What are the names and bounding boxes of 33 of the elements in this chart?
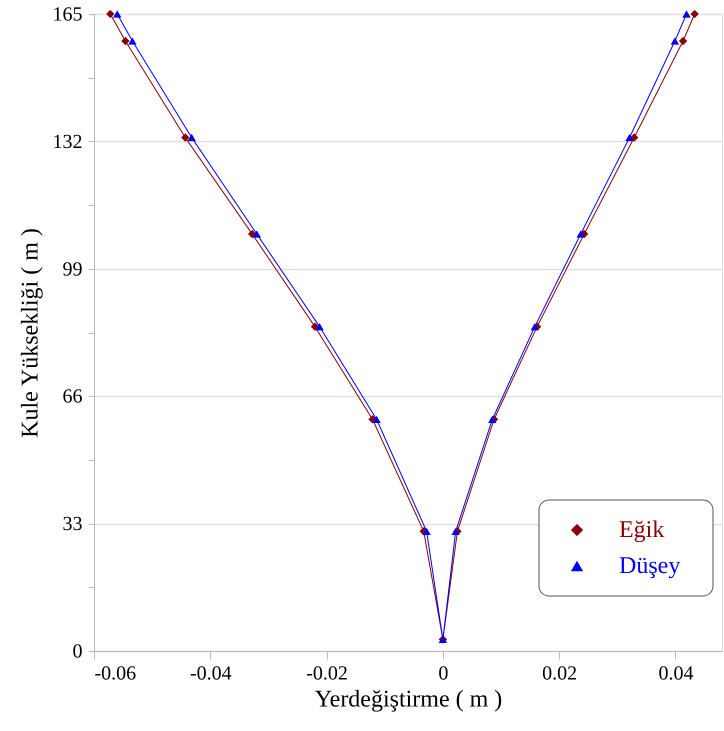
point [188, 134, 196, 142]
point [670, 37, 680, 45]
point [682, 10, 691, 18]
legend-label: Düşey [619, 553, 680, 579]
point [372, 416, 381, 423]
x-axis-title: Yerdeğiştirme ( m ) [314, 686, 502, 712]
point [422, 528, 431, 535]
x-tick-label: -0.04 [190, 662, 232, 684]
y-tick-label: 132 [52, 130, 82, 153]
x-tick-label: -0.02 [306, 662, 348, 684]
y-tick-label: 165 [52, 4, 82, 26]
point [625, 134, 634, 142]
point [252, 230, 261, 238]
point [690, 10, 699, 18]
point [181, 133, 190, 142]
point [106, 10, 114, 18]
y-tick-label: 99 [62, 258, 82, 280]
x-tick-label: -0.06 [94, 662, 136, 684]
point [113, 10, 122, 18]
point [315, 323, 324, 330]
legend-label: Eğik [619, 517, 664, 543]
point [121, 36, 130, 46]
x-tick-label: 0 [438, 662, 448, 684]
y-tick-label: 0 [72, 640, 82, 662]
point [530, 323, 539, 330]
y-tick-label: 33 [62, 513, 82, 536]
point [576, 230, 585, 238]
point [128, 37, 137, 45]
x-tick-label: 0.02 [542, 662, 578, 684]
point [678, 36, 688, 46]
x-tick-label: 0.04 [658, 662, 694, 684]
y-axis-title: Kule Yüksekliği ( m ) [18, 228, 44, 438]
y-tick-label: 66 [62, 386, 82, 408]
